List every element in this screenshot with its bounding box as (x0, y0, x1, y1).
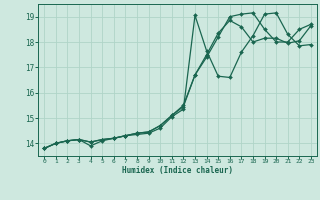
X-axis label: Humidex (Indice chaleur): Humidex (Indice chaleur) (122, 166, 233, 175)
